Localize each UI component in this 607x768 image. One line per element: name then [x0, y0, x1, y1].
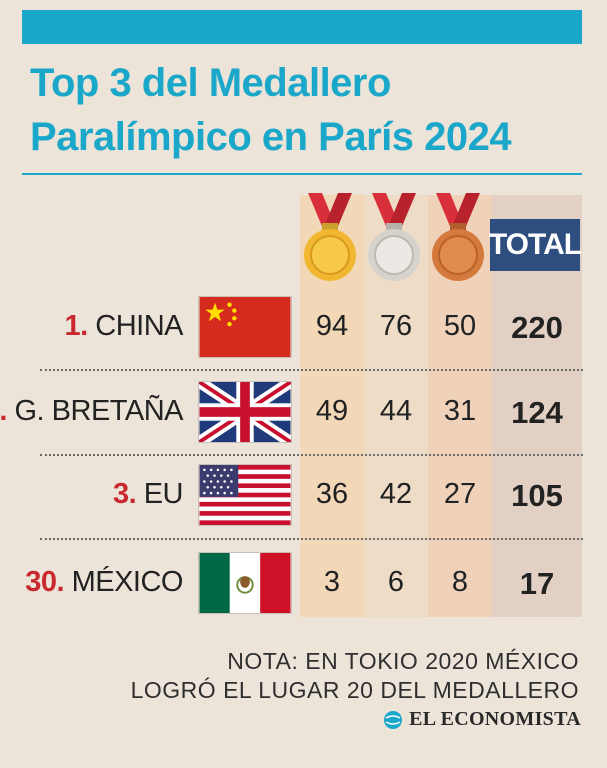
gold-count: 49	[315, 395, 349, 427]
bronze-count: 8	[451, 566, 469, 598]
note-line-1: NOTA: EN TOKIO 2020 MÉXICO	[227, 648, 579, 674]
mexico-flag-icon	[198, 552, 292, 614]
country-name: G. BRETAÑA	[14, 395, 184, 427]
country-name: EU	[143, 478, 184, 510]
country-label: 1. CHINA	[64, 310, 184, 343]
gold-medal-icon	[304, 193, 356, 281]
china-flag-icon	[198, 296, 292, 358]
silver-count: 76	[379, 310, 413, 342]
bronze-count: 50	[443, 310, 477, 342]
country-name: MÉXICO	[71, 566, 184, 598]
silver-count: 44	[379, 395, 413, 427]
total-count: 17	[519, 566, 555, 601]
country-label: 2. G. BRETAÑA	[0, 395, 183, 428]
globe-icon	[384, 710, 403, 729]
rank-number: 3.	[112, 478, 137, 510]
rank-number: 2.	[0, 395, 7, 427]
gold-count: 94	[315, 310, 349, 342]
gold-count: 3	[323, 566, 341, 598]
title-line-2: Paralímpico en París 2024	[30, 115, 512, 159]
brand-logo: EL ECONOMISTA	[383, 708, 581, 731]
total-count: 105	[511, 478, 563, 513]
note-line-2: LOGRÓ EL LUGAR 20 DEL MEDALLERO	[130, 677, 579, 703]
rank-number: 30.	[25, 566, 65, 598]
usa-flag-icon	[198, 464, 292, 526]
table-row: 3. EU 36 42 27 105	[40, 464, 585, 534]
brand-name: EL ECONOMISTA	[409, 708, 581, 730]
bronze-count: 27	[443, 478, 477, 510]
bronze-medal-icon	[432, 193, 484, 281]
table-row: 2. G. BRETAÑA 49 44 31 124	[0, 381, 585, 451]
table-row: 1. CHINA 94 76 50 220	[40, 296, 585, 366]
silver-count: 42	[379, 478, 413, 510]
total-header: TOTAL	[489, 219, 582, 271]
top-banner	[22, 10, 582, 44]
country-label: 3. EU	[112, 478, 184, 511]
silver-count: 6	[387, 566, 405, 598]
silver-medal-icon	[368, 193, 420, 281]
rank-number: 1.	[64, 310, 89, 342]
table-row: 30. MÉXICO 3 6 8 17	[25, 552, 585, 622]
total-count: 124	[511, 395, 563, 430]
row-divider	[40, 454, 583, 456]
row-divider	[40, 369, 583, 371]
bronze-count: 31	[443, 395, 477, 427]
country-label: 30. MÉXICO	[25, 566, 183, 599]
gold-count: 36	[315, 478, 349, 510]
country-name: CHINA	[95, 310, 183, 342]
row-divider	[40, 538, 583, 540]
uk-flag-icon	[198, 381, 292, 443]
total-count: 220	[511, 310, 563, 345]
page-title: Top 3 del Medallero Paralímpico en París…	[30, 56, 590, 164]
title-divider	[22, 173, 582, 175]
title-line-1: Top 3 del Medallero	[30, 61, 391, 105]
